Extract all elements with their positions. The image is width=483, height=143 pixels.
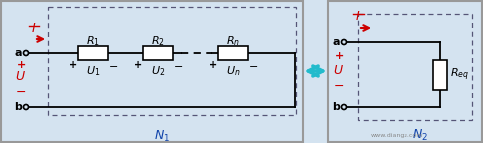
Text: +: + xyxy=(69,60,77,70)
Text: $-$: $-$ xyxy=(333,79,344,92)
Text: $R_n$: $R_n$ xyxy=(226,34,240,48)
Text: $-$: $-$ xyxy=(108,60,118,70)
Text: www.diang₂.com: www.diang₂.com xyxy=(371,133,423,138)
Text: a: a xyxy=(14,48,22,58)
Text: $U$: $U$ xyxy=(14,70,26,84)
Bar xyxy=(48,7,296,115)
Text: +: + xyxy=(335,51,345,61)
Text: $U_2$: $U_2$ xyxy=(151,64,165,78)
Text: $I$: $I$ xyxy=(355,10,361,23)
Text: $R_{eq}$: $R_{eq}$ xyxy=(450,67,469,83)
Text: $N_2$: $N_2$ xyxy=(412,127,428,143)
Text: $U_1$: $U_1$ xyxy=(86,64,100,78)
Text: $N_1$: $N_1$ xyxy=(154,128,170,143)
Bar xyxy=(433,60,447,90)
Text: $U$: $U$ xyxy=(333,63,343,77)
Text: $I$: $I$ xyxy=(31,22,37,35)
Text: $-$: $-$ xyxy=(248,60,258,70)
Text: $-$: $-$ xyxy=(173,60,183,70)
Bar xyxy=(218,46,248,60)
Bar xyxy=(143,46,173,60)
Bar xyxy=(328,1,482,142)
Text: +: + xyxy=(209,60,217,70)
Text: b: b xyxy=(14,102,22,112)
Text: b: b xyxy=(332,102,340,112)
Bar xyxy=(1,1,303,142)
Text: $R_1$: $R_1$ xyxy=(86,34,100,48)
Text: $U_n$: $U_n$ xyxy=(226,64,240,78)
Text: $-$: $-$ xyxy=(15,85,27,98)
Bar xyxy=(358,14,472,120)
Text: +: + xyxy=(17,60,27,70)
Text: a: a xyxy=(332,37,340,47)
Text: $R_2$: $R_2$ xyxy=(151,34,165,48)
Bar xyxy=(78,46,108,60)
Text: +: + xyxy=(134,60,142,70)
